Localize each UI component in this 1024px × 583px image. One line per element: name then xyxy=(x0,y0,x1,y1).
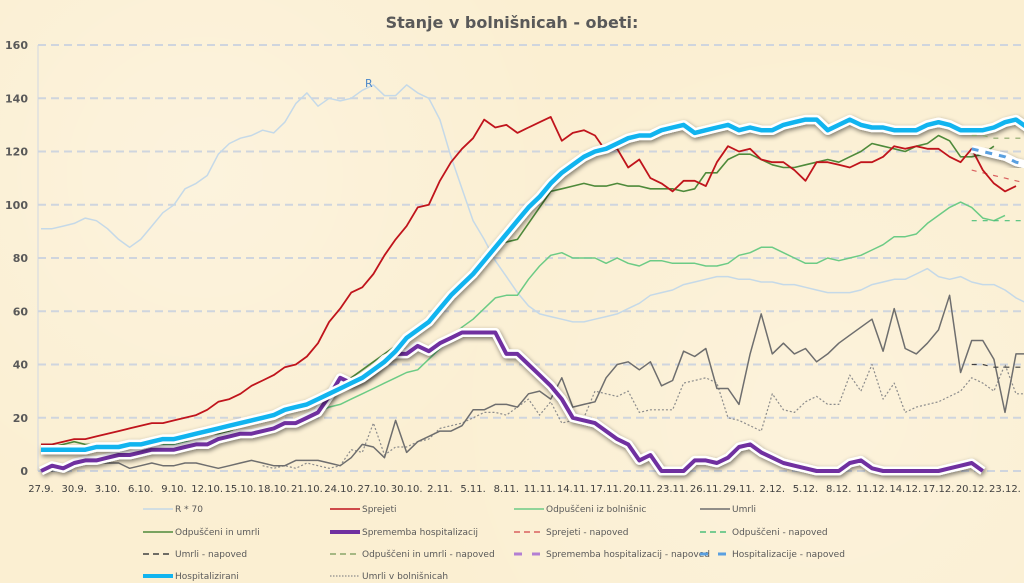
legend-label: Odpuščeni in umrli xyxy=(175,527,260,538)
series-odpu-eni-in-umrli xyxy=(40,134,995,448)
series-hospitalizirani-halo xyxy=(41,114,1024,455)
x-tick-label: 15.10. xyxy=(225,484,257,495)
y-tick-label: 20 xyxy=(13,412,29,425)
x-tick-label: 2.11. xyxy=(427,484,452,495)
x-tick-label: 20.11. xyxy=(623,484,655,495)
legend-label: Umrli - napoved xyxy=(175,550,247,560)
x-tick-label: 23.12. xyxy=(989,484,1021,495)
legend-item: Odpuščeni - napoved xyxy=(700,527,828,538)
series-sprememba-hospitalizacij xyxy=(40,330,984,473)
series-odpu-eni-in-umrli-napoved xyxy=(971,134,1024,139)
x-tick-label: 12.10. xyxy=(191,484,223,495)
series-spremeti-napoved xyxy=(971,169,1024,184)
x-tick-label: 14.12. xyxy=(889,484,921,495)
x-tick-label: 30.10. xyxy=(391,484,423,495)
x-tick-label: 29.11. xyxy=(723,484,755,495)
legend-label: Sprememba hospitalizacij xyxy=(362,528,478,538)
legend-label: R * 70 xyxy=(175,505,203,515)
y-tick-label: 60 xyxy=(13,305,29,318)
legend-item: Odpuščeni in umrli xyxy=(143,527,260,538)
y-tick-label: 140 xyxy=(5,92,28,105)
legend-label: Sprejeti - napoved xyxy=(546,528,629,538)
x-tick-label: 21.10. xyxy=(291,484,323,495)
y-axis: 0 20 40 60 80 100 120 140 160 xyxy=(5,39,28,478)
y-tick-label: 0 xyxy=(20,465,28,478)
r-annotation: R xyxy=(365,77,373,90)
x-tick-label: 26.11. xyxy=(690,484,722,495)
legend-item: Umrli xyxy=(700,505,756,515)
series-hospitalizirani xyxy=(41,117,1024,452)
legend-label: Umrli v bolnišnicah xyxy=(362,571,448,582)
legend-label: Hospitalizirani xyxy=(175,572,239,582)
x-tick-label: 18.10. xyxy=(258,484,290,495)
chart-title: Stanje v bolnišnicah - obeti: xyxy=(386,13,639,32)
legend-item: Umrli - napoved xyxy=(143,550,247,560)
x-tick-label: 27.9. xyxy=(28,484,53,495)
series-sprejeti xyxy=(41,116,1017,446)
x-tick-label: 17.12. xyxy=(923,484,955,495)
x-axis: 27.9. 30.9. 3.10. 6.10. 9.10. 12.10. 15.10. 18.… xyxy=(28,484,1021,495)
y-tick-label: 80 xyxy=(13,252,29,265)
x-tick-label: 20.12. xyxy=(956,484,988,495)
legend-item: R * 70 xyxy=(143,505,203,515)
legend-label: Odpuščeni - napoved xyxy=(732,527,828,538)
legend: R * 70 Sprejeti Odpuščeni iz bolnišnic Umrl… xyxy=(143,504,845,582)
x-tick-label: 23.11. xyxy=(657,484,689,495)
legend-item: Sprejeti - napoved xyxy=(514,528,629,538)
legend-item: Sprememba hospitalizacij - napoved xyxy=(514,550,710,560)
y-tick-label: 160 xyxy=(5,39,28,52)
legend-label: Odpuščeni in umrli - napoved xyxy=(362,549,495,560)
x-tick-label: 24.10. xyxy=(324,484,356,495)
series-umrli-v-bolni-nicah xyxy=(262,363,1024,469)
y-tick-label: 40 xyxy=(13,359,29,372)
series-hospitalizacije-napoved xyxy=(971,147,1024,166)
series-umrli-napoved xyxy=(971,363,1024,368)
series-group xyxy=(39,84,1024,476)
legend-item: Sprejeti xyxy=(330,505,397,515)
x-tick-label: 8.12. xyxy=(826,484,851,495)
x-tick-label: 5.11. xyxy=(460,484,485,495)
x-tick-label: 3.10. xyxy=(95,484,120,495)
gridlines xyxy=(37,44,1024,472)
legend-label: Odpuščeni iz bolnišnic xyxy=(546,504,646,515)
x-tick-label: 27.10. xyxy=(357,484,389,495)
legend-label: Hospitalizacije - napoved xyxy=(732,550,845,560)
x-tick-label: 6.10. xyxy=(128,484,153,495)
x-tick-label: 5.12. xyxy=(793,484,818,495)
x-tick-label: 2.12. xyxy=(760,484,785,495)
series-umrli xyxy=(40,294,1024,472)
legend-label: Sprejeti xyxy=(362,505,397,515)
legend-item: Odpuščeni iz bolnišnic xyxy=(514,504,646,515)
x-tick-label: 17.11. xyxy=(590,484,622,495)
legend-item: Umrli v bolnišnicah xyxy=(330,571,448,582)
series-odpu-eni-iz-bolni-nic xyxy=(41,201,1006,451)
legend-item: Hospitalizirani xyxy=(143,572,239,582)
legend-item: Sprememba hospitalizacij xyxy=(330,528,478,538)
y-tick-label: 120 xyxy=(5,146,28,159)
x-tick-label: 9.10. xyxy=(161,484,186,495)
x-tick-label: 11.12. xyxy=(856,484,888,495)
x-tick-label: 8.11. xyxy=(494,484,519,495)
legend-label: Sprememba hospitalizacij - napoved xyxy=(546,550,710,560)
legend-item: Hospitalizacije - napoved xyxy=(700,550,845,560)
legend-item: Odpuščeni in umrli - napoved xyxy=(330,549,495,560)
y-tick-label: 100 xyxy=(5,199,28,212)
x-tick-label: 11.11. xyxy=(524,484,556,495)
x-tick-label: 14.11. xyxy=(557,484,589,495)
x-tick-label: 30.9. xyxy=(62,484,87,495)
series-r-70 xyxy=(41,84,1024,323)
legend-label: Umrli xyxy=(732,505,756,515)
